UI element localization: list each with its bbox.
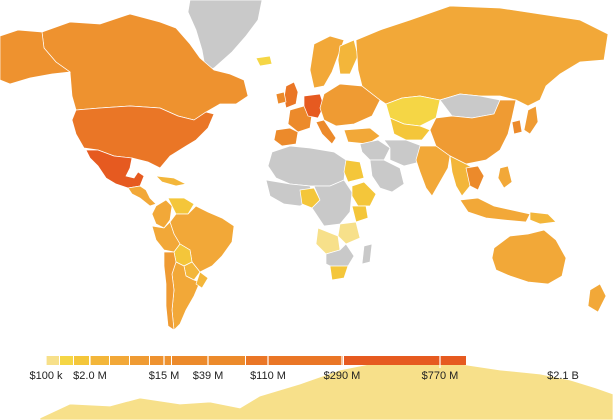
- region-caribbean[interactable]: Caribbean: [155, 175, 188, 187]
- region-japan[interactable]: Japan: [523, 105, 539, 135]
- legend-tick-label: $770 M: [422, 370, 459, 382]
- region-scandinavia[interactable]: Scandinavia: [309, 35, 345, 89]
- region-east-africa[interactable]: East Africa: [351, 181, 377, 207]
- legend-tick-label: $100 k: [29, 370, 63, 382]
- region-australia[interactable]: Australia: [491, 229, 567, 285]
- legend-tick-label: $290 M: [324, 370, 361, 382]
- region-central-asia[interactable]: Central Asia: [389, 117, 431, 141]
- legend-swatch: [246, 356, 343, 365]
- region-central-america[interactable]: Central America: [127, 185, 157, 207]
- region-southern-africa[interactable]: Southern Africa: [325, 243, 355, 269]
- legend-tick-label: $2.0 M: [73, 370, 107, 382]
- legend-swatch: [90, 356, 109, 365]
- legend-tick-label: $110 M: [250, 370, 286, 382]
- region-germany[interactable]: Germany: [303, 93, 325, 119]
- region-mexico[interactable]: Mexico: [85, 149, 145, 189]
- region-ireland[interactable]: Ireland: [275, 91, 287, 105]
- legend-swatch: [46, 356, 59, 365]
- region-chile[interactable]: Chile: [163, 251, 177, 331]
- region-kenya[interactable]: Kenya: [351, 205, 369, 223]
- region-southeast-asia[interactable]: Southeast Asia: [449, 155, 477, 197]
- region-south-africa[interactable]: South Africa: [329, 265, 349, 281]
- region-korea[interactable]: Korea: [511, 119, 523, 135]
- region-papua-new-guinea[interactable]: Papua New Guinea: [529, 211, 557, 225]
- region-tanzania[interactable]: Tanzania: [337, 221, 361, 245]
- legend-swatch: [74, 356, 89, 365]
- legend-tick-label: $15 M: [149, 370, 180, 382]
- region-turkey[interactable]: Turkey: [343, 127, 381, 145]
- region-alaska[interactable]: Alaska: [0, 29, 71, 85]
- region-india[interactable]: India: [415, 145, 451, 197]
- region-canada[interactable]: Canada: [41, 13, 249, 121]
- region-madagascar[interactable]: Madagascar: [361, 243, 373, 265]
- region-italy[interactable]: Italy: [315, 119, 337, 145]
- region-iran[interactable]: Iran: [383, 139, 423, 167]
- legend-tick-label: $39 M: [193, 370, 224, 382]
- region-iceland[interactable]: Iceland: [255, 55, 273, 67]
- legend-tick-label: $2.1 B: [547, 370, 579, 382]
- region-spain[interactable]: Spain: [273, 127, 299, 147]
- region-philippines[interactable]: Philippines: [497, 165, 513, 189]
- region-colombia[interactable]: Colombia: [151, 199, 173, 229]
- color-legend: $100 k $2.0 M $15 M $39 M $110 M $290 M $770 M…: [29, 356, 579, 382]
- region-united-kingdom[interactable]: United Kingdom: [283, 81, 299, 109]
- region-eastern-europe[interactable]: Eastern Europe: [319, 83, 381, 127]
- region-new-zealand[interactable]: New Zealand: [587, 283, 607, 313]
- region-united-states[interactable]: United States: [71, 105, 215, 169]
- region-indonesia[interactable]: Indonesia: [459, 197, 531, 223]
- region-egypt[interactable]: Egypt: [343, 159, 365, 183]
- region-finland[interactable]: Finland: [337, 39, 359, 75]
- legend-swatch: [150, 356, 171, 365]
- region-uruguay[interactable]: Uruguay: [195, 271, 209, 289]
- legend-swatch: [110, 356, 129, 365]
- legend-swatch: [344, 356, 466, 365]
- legend-swatch: [130, 356, 149, 365]
- legend-swatch: [60, 356, 73, 365]
- region-thailand[interactable]: Thailand: [465, 165, 485, 191]
- region-greenland[interactable]: Greenland: [187, 0, 263, 73]
- region-saudi-arabia[interactable]: Saudi Arabia: [369, 159, 405, 193]
